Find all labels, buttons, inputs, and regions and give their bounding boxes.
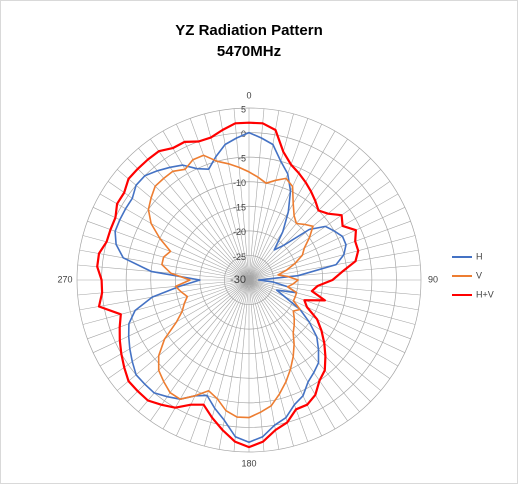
series-line (147, 154, 314, 419)
spoke (248, 235, 416, 281)
spoke (248, 279, 421, 296)
spoke (117, 169, 250, 281)
spoke (79, 279, 250, 311)
r-tick-label: -5 (238, 154, 246, 164)
r-tick-label: -10 (233, 178, 246, 188)
spoke (248, 279, 391, 379)
spoke (248, 207, 406, 281)
spoke (248, 118, 309, 281)
spoke (99, 279, 250, 367)
spoke (233, 279, 250, 452)
grid-ring (174, 205, 324, 355)
spoke (248, 279, 336, 430)
spoke (176, 279, 250, 437)
series-line (114, 131, 347, 443)
spoke (77, 279, 250, 296)
chart-subtitle: 5470MHz (217, 43, 281, 60)
spoke (248, 279, 381, 391)
spoke (248, 181, 391, 281)
spoke (248, 279, 265, 452)
spoke (87, 279, 250, 340)
spoke (162, 130, 250, 281)
spoke (127, 158, 250, 281)
spoke (248, 113, 294, 281)
spoke (248, 193, 399, 281)
spoke (248, 279, 360, 412)
spoke (248, 279, 280, 450)
spoke (77, 264, 250, 281)
spoke (248, 279, 322, 437)
spoke (248, 158, 371, 281)
category-label: 270 (57, 274, 72, 284)
spoke (218, 110, 250, 281)
r-tick-label: 0 (241, 129, 246, 139)
spoke (162, 279, 250, 430)
spoke (87, 220, 250, 281)
category-label: 90 (428, 274, 438, 284)
spoke (138, 279, 250, 412)
category-label: 180 (241, 458, 256, 468)
spoke (248, 110, 280, 281)
spoke (248, 279, 411, 340)
spoke (248, 279, 406, 353)
legend-label: V (476, 270, 482, 280)
r-tick-label: -15 (233, 203, 246, 213)
r-tick-label: -25 (233, 252, 246, 262)
spoke (107, 279, 250, 379)
spoke (127, 279, 250, 402)
spoke (248, 279, 416, 325)
spoke (248, 279, 419, 311)
r-tick-label: -30 (230, 274, 246, 286)
spoke (99, 193, 250, 281)
spoke (176, 123, 250, 281)
spoke (189, 118, 250, 281)
grid-ring (224, 255, 274, 305)
legend: HV H+V (452, 251, 494, 299)
spoke (248, 220, 411, 281)
category-label: 0 (246, 90, 251, 100)
spoke (248, 123, 322, 281)
plot (96, 121, 360, 449)
spoke (248, 279, 371, 402)
legend-label: H+V (476, 289, 494, 299)
legend-label: H (476, 251, 483, 261)
spoke (150, 279, 250, 422)
spoke (248, 169, 381, 281)
series-line (96, 121, 360, 449)
spoke (107, 181, 250, 281)
r-tick-label: 5 (241, 104, 246, 114)
r-tick-label: -20 (233, 227, 246, 237)
spoke (79, 249, 250, 281)
grid-ring (150, 181, 348, 379)
spoke (248, 130, 336, 281)
spoke (117, 279, 250, 391)
spoke (82, 279, 250, 325)
spoke (189, 279, 250, 442)
spoke (248, 279, 399, 367)
spoke (248, 279, 348, 422)
spoke (248, 138, 348, 281)
spoke (150, 138, 250, 281)
spoke (82, 235, 250, 281)
spoke (204, 113, 250, 281)
grid-ring (125, 156, 373, 404)
grid-ring (76, 107, 422, 453)
spoke (248, 279, 309, 442)
spoke (248, 148, 360, 281)
chart-title: YZ Radiation Pattern (175, 22, 323, 39)
